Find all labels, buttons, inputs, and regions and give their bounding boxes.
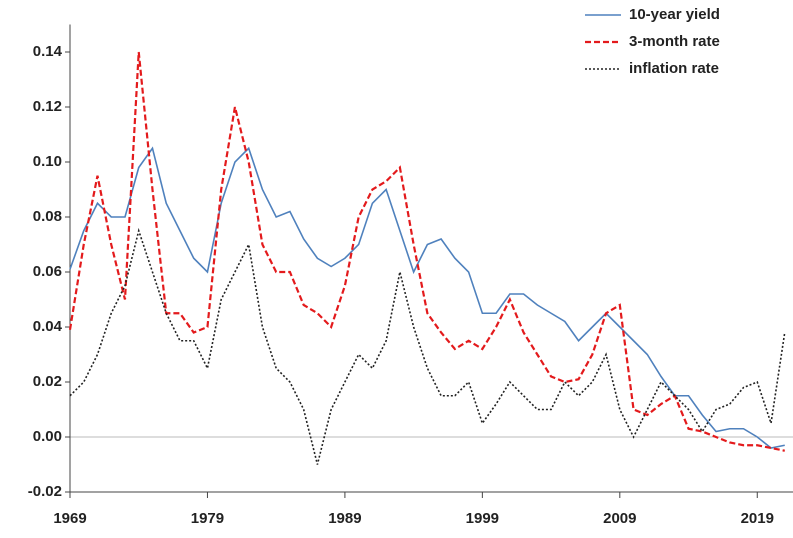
y-tick-label: -0.02	[28, 483, 62, 500]
y-tick-label: 0.04	[33, 318, 63, 335]
y-tick-label: 0.02	[33, 373, 62, 390]
legend-label: inflation rate	[629, 60, 719, 77]
x-tick-label: 1969	[53, 510, 86, 527]
y-tick-label: 0.00	[33, 428, 62, 445]
series-line	[69, 227, 786, 465]
x-tick-label: 2009	[603, 510, 636, 527]
y-tick-label: 0.06	[33, 263, 62, 280]
x-tick-label: 1979	[191, 510, 224, 527]
x-tick-label: 1989	[328, 510, 361, 527]
x-tick-label: 1999	[466, 510, 499, 527]
y-tick-label: 0.10	[33, 153, 62, 170]
series-line	[68, 51, 785, 452]
x-tick-label: 2019	[741, 510, 774, 527]
series-line	[69, 146, 785, 449]
y-tick-label: 0.14	[33, 43, 63, 60]
legend-label: 3-month rate	[629, 33, 720, 50]
legend-label: 10-year yield	[629, 6, 720, 23]
y-tick-label: 0.12	[33, 98, 62, 115]
y-tick-label: 0.08	[33, 208, 62, 225]
